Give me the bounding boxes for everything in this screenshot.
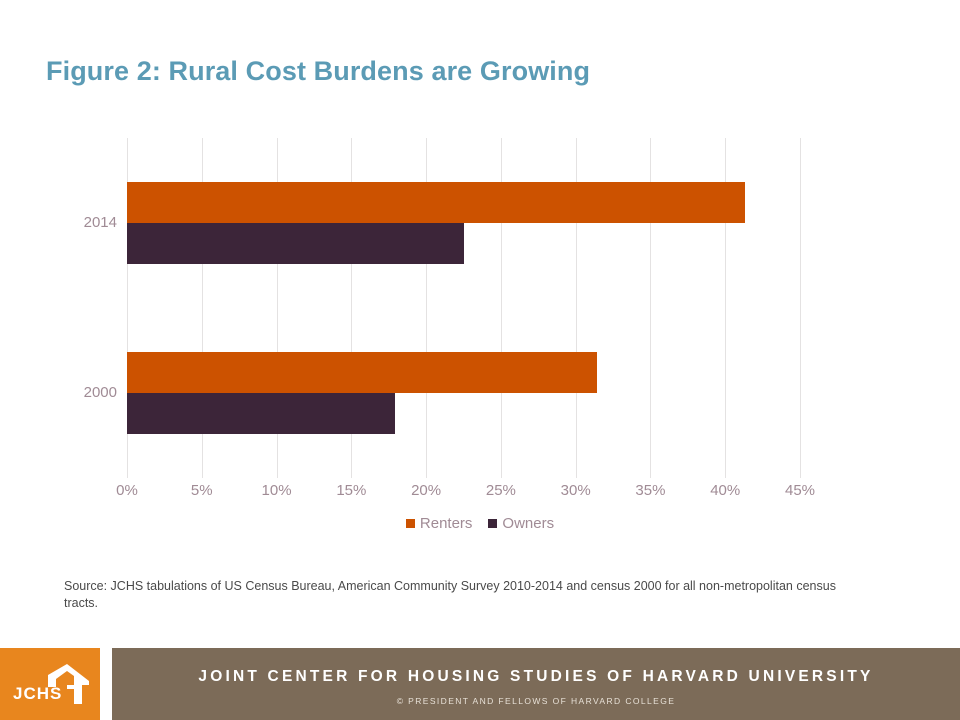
x-axis-tick-label: 35% <box>635 482 666 499</box>
x-axis-tick-label: 30% <box>560 482 591 499</box>
gridline <box>575 138 577 478</box>
bar-chart: Renters Owners 0% 5% 10% 15% 20% 25% 30% 35% 40% 4… <box>0 138 960 532</box>
jchs-logo: JCHS <box>0 648 100 720</box>
legend-item-owners[interactable]: Owners <box>488 515 554 532</box>
bar-2014-renters <box>127 182 745 223</box>
gridline <box>725 138 727 478</box>
x-axis-tick-label: 20% <box>411 482 442 499</box>
x-axis-tick-label: 25% <box>485 482 516 499</box>
gridline <box>351 138 353 478</box>
x-axis-tick-label: 40% <box>710 482 741 499</box>
house-icon <box>48 664 89 704</box>
x-axis-tick-label: 45% <box>784 482 816 499</box>
gridline <box>276 138 278 478</box>
legend-swatch-icon <box>405 519 415 528</box>
footer: JCHS JOINT CENTER FOR HOUSING STUDIES OF… <box>0 648 960 720</box>
footer-copyright: © PRESIDENT AND FELLOWS OF HARVARD COLLE… <box>396 696 676 706</box>
chart-legend: Renters Owners <box>0 515 960 532</box>
legend-swatch-icon <box>488 519 498 528</box>
jchs-logo-text: JCHS <box>13 684 63 703</box>
gridline <box>426 138 428 478</box>
bar-2000-renters <box>127 352 597 393</box>
gridline <box>201 138 203 478</box>
legend-label: Owners <box>502 515 555 532</box>
gridline <box>650 138 652 478</box>
y-axis-category-label: 2014 <box>83 214 117 231</box>
bar-2014-owners <box>127 223 464 264</box>
x-axis-tick-label: 0% <box>116 482 138 499</box>
gridline <box>800 138 801 478</box>
footer-organization: JOINT CENTER FOR HOUSING STUDIES OF HARV… <box>198 668 874 685</box>
x-axis-tick-label: 10% <box>261 482 292 499</box>
gridline <box>127 138 128 478</box>
source-note: Source: JCHS tabulations of US Census Bu… <box>64 579 836 610</box>
legend-item-renters[interactable]: Renters <box>405 515 473 532</box>
legend-label: Renters <box>419 515 473 532</box>
x-axis-tick-label: 5% <box>190 482 213 499</box>
bar-2000-owners <box>127 393 395 434</box>
plot-area <box>127 138 801 478</box>
y-axis-category-label: 2000 <box>83 384 117 401</box>
footer-band: JOINT CENTER FOR HOUSING STUDIES OF HARV… <box>112 648 960 720</box>
gridline <box>500 138 502 478</box>
page-title: Figure 2: Rural Cost Burdens are Growing <box>46 56 591 86</box>
x-axis-tick-label: 15% <box>336 482 367 499</box>
